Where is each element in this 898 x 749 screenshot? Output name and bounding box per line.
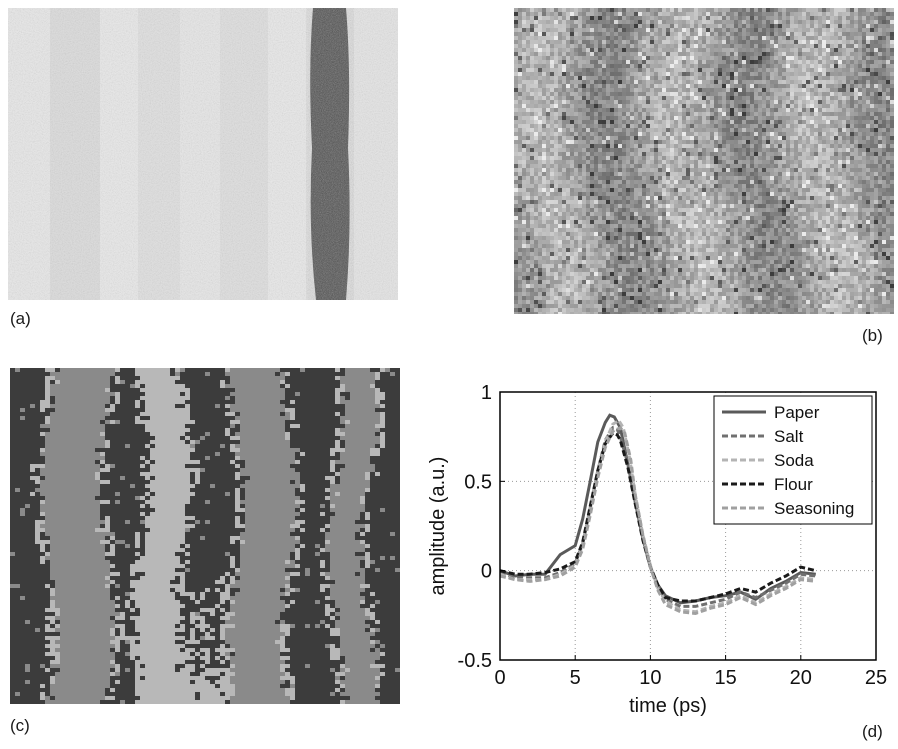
map-panel-b	[514, 8, 894, 314]
legend: Paper Salt Soda Flour Seasoning	[713, 395, 873, 525]
series-line-flour	[499, 431, 817, 603]
series-lines	[499, 413, 817, 616]
photo-panel-a	[8, 8, 398, 300]
y-axis-label: amplitude (a.u.)	[427, 457, 449, 596]
x-axis-label: time (ps)	[629, 695, 707, 717]
x-tick-label: 5	[570, 667, 581, 689]
y-tick-label: -0.5	[458, 650, 492, 672]
legend-label: Flour	[774, 475, 813, 494]
series-line-seasoning	[499, 425, 816, 616]
panel-label-d: (d)	[862, 722, 883, 741]
legend-label: Soda	[774, 451, 814, 470]
y-tick-label: 0	[481, 561, 492, 583]
x-tick-label: 15	[714, 667, 736, 689]
x-tick-label: 0	[494, 667, 505, 689]
classification-map	[10, 368, 400, 704]
map-c-pixels	[10, 368, 400, 704]
legend-label: Salt	[774, 427, 804, 446]
legend-label: Paper	[774, 403, 820, 422]
plot-frame	[499, 391, 877, 661]
sample-photo	[8, 8, 398, 300]
map-panel-c	[10, 368, 400, 704]
panel-label-b: (b)	[862, 326, 883, 345]
x-tick-label: 20	[790, 667, 812, 689]
y-tick-label: 0.5	[464, 471, 492, 493]
chart-panel-d: 0 5 10 15 20 25 1 0.5 0 -0.5 time (ps) amplitude (a…	[420, 368, 898, 740]
panel-label-c: (c)	[10, 716, 30, 735]
map-b-pixels	[514, 8, 894, 314]
grayscale-map	[514, 8, 894, 314]
x-tick-label: 10	[639, 667, 661, 689]
panel-label-a: (a)	[10, 309, 31, 328]
y-tick-label: 1	[481, 382, 492, 404]
legend-label: Seasoning	[774, 499, 854, 518]
x-tick-label: 25	[865, 667, 887, 689]
